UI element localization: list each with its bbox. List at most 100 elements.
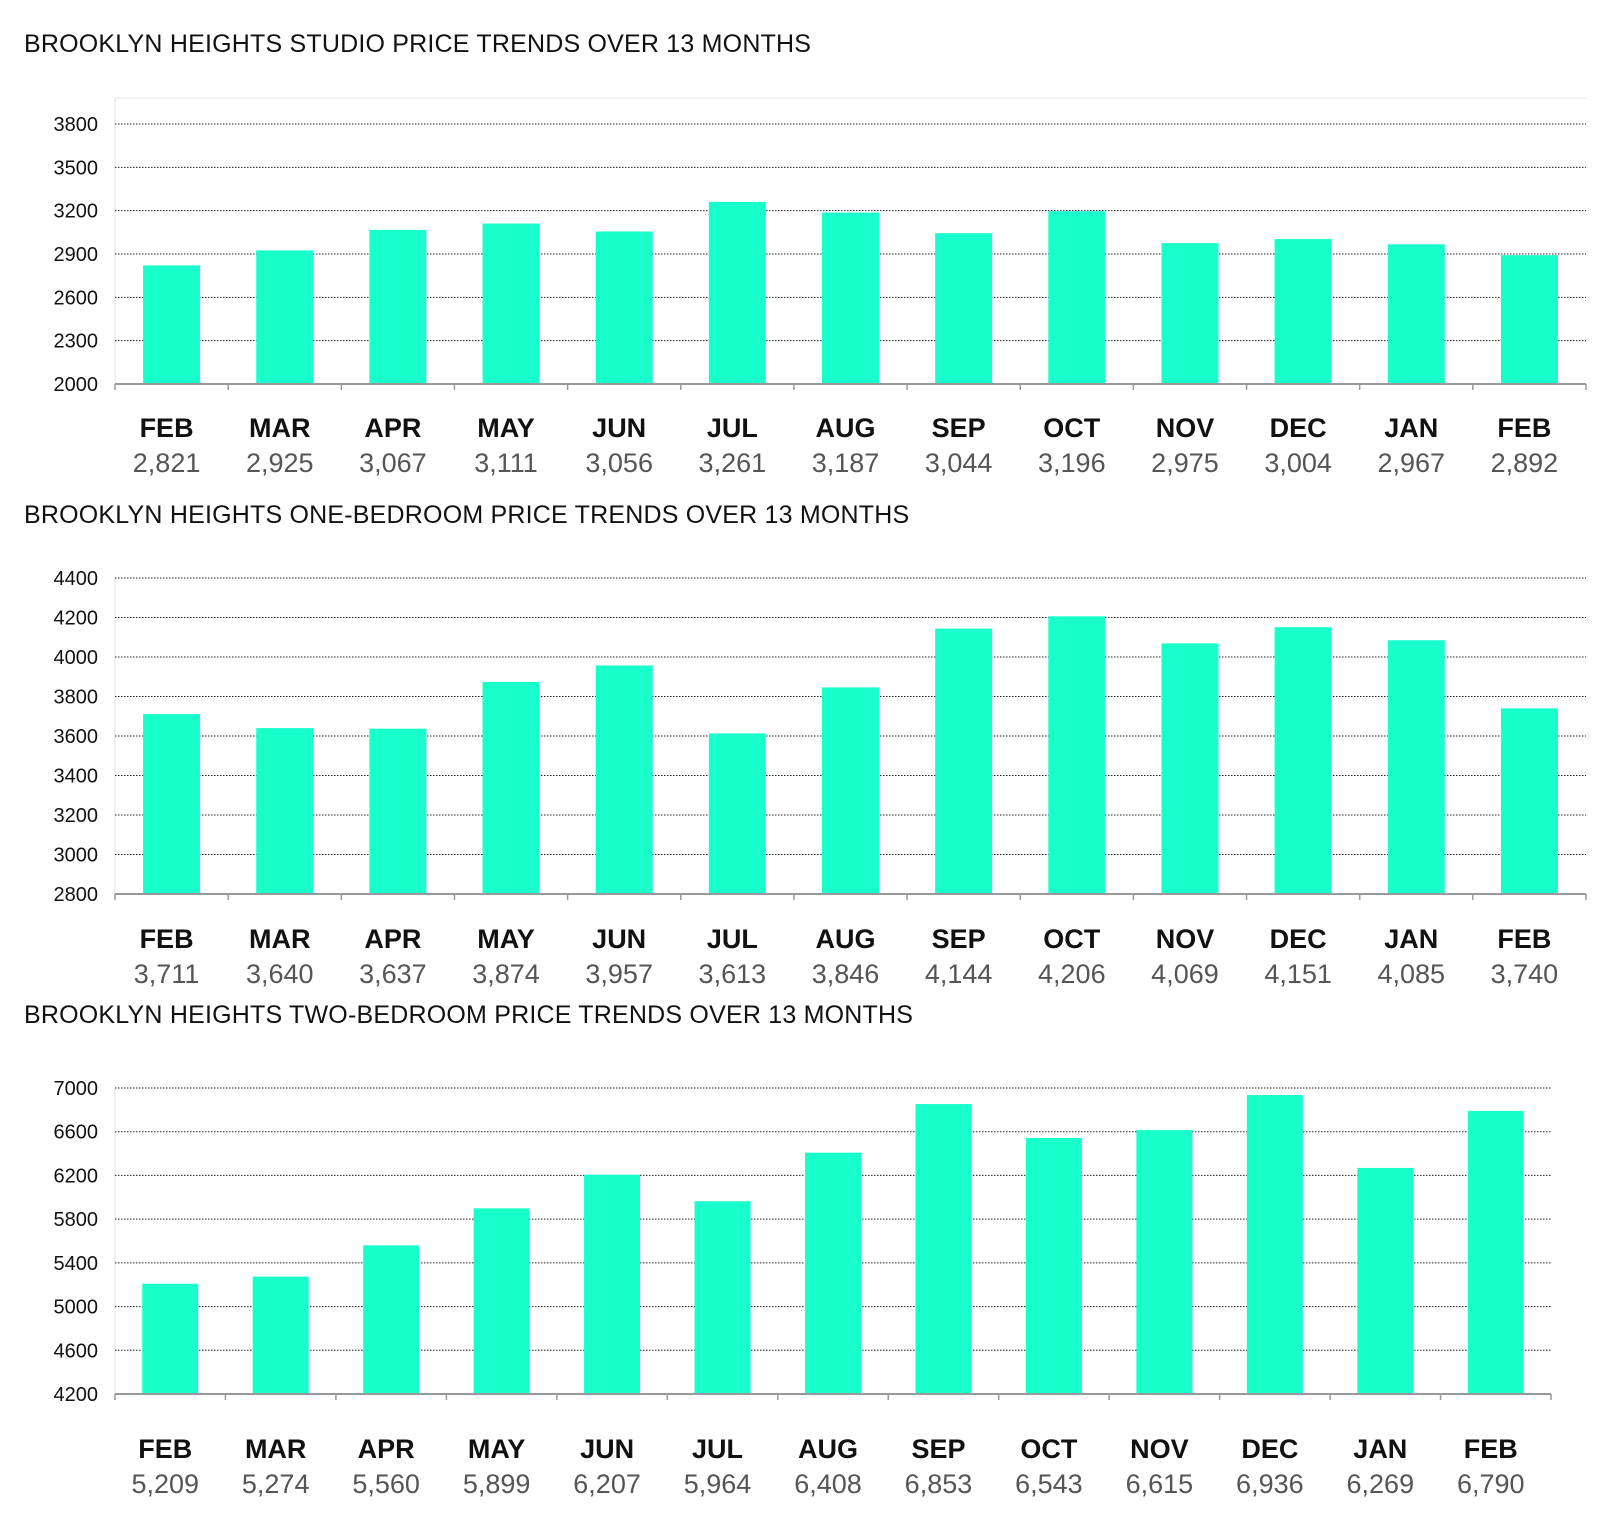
category-label: OCT (1043, 924, 1101, 954)
bar (143, 714, 201, 894)
category-label: FEB (1497, 924, 1551, 954)
y-tick-label: 3800 (54, 114, 99, 136)
y-tick-label: 5400 (54, 1253, 99, 1275)
category-label: MAY (477, 924, 535, 954)
category-label: FEB (140, 924, 194, 954)
value-label: 3,640 (246, 959, 314, 989)
one-bedroom-chart-plot: 2800 3000 3200 3400 3600 3800 4000 4200 4400 FEB 3… (54, 568, 1587, 989)
bar (935, 233, 993, 384)
y-tick-label: 4400 (54, 568, 99, 590)
y-tick-label: 5000 (54, 1297, 99, 1319)
category-label: APR (364, 924, 421, 954)
value-label: 3,196 (1038, 448, 1106, 478)
y-tick-label: 4200 (54, 1384, 99, 1406)
category-label: JUN (580, 1434, 634, 1464)
category-label: SEP (932, 413, 986, 443)
y-tick-label: 2000 (54, 374, 99, 396)
value-label: 6,936 (1236, 1469, 1304, 1499)
value-label: 3,111 (474, 448, 538, 478)
category-label: JAN (1384, 924, 1438, 954)
category-label: FEB (138, 1434, 192, 1464)
category-label: NOV (1156, 924, 1215, 954)
category-label: MAR (249, 924, 311, 954)
value-label: 3,044 (925, 448, 993, 478)
category-label: SEP (911, 1434, 965, 1464)
bar (1500, 708, 1558, 894)
value-label: 3,613 (699, 959, 767, 989)
bar (252, 1276, 309, 1394)
bar (1500, 255, 1558, 384)
value-label: 2,925 (246, 448, 314, 478)
bar (1161, 643, 1219, 894)
value-label: 5,964 (684, 1469, 752, 1499)
bar (694, 1201, 751, 1394)
category-label: FEB (1464, 1434, 1518, 1464)
category-label: JUN (592, 924, 646, 954)
bar (595, 665, 653, 894)
y-tick-label: 4600 (54, 1340, 99, 1362)
value-label: 6,207 (573, 1469, 641, 1499)
y-tick-label: 3800 (54, 687, 99, 709)
value-label: 2,975 (1151, 448, 1219, 478)
category-label: NOV (1156, 413, 1215, 443)
value-label: 3,957 (585, 959, 653, 989)
bar (1048, 616, 1106, 894)
bar (1025, 1137, 1082, 1394)
category-label: FEB (140, 413, 194, 443)
bar (822, 212, 879, 384)
value-label: 6,543 (1015, 1469, 1083, 1499)
y-tick-label: 3200 (54, 805, 99, 827)
category-label: JUN (592, 413, 646, 443)
value-label: 3,056 (585, 448, 653, 478)
bar (1467, 1110, 1524, 1394)
value-label: 3,187 (812, 448, 880, 478)
value-label: 4,144 (925, 959, 993, 989)
value-label: 3,004 (1264, 448, 1332, 478)
chart-title: BROOKLYN HEIGHTS STUDIO PRICE TRENDS OVE… (24, 30, 812, 58)
category-label: AUG (816, 413, 876, 443)
chart-title: BROOKLYN HEIGHTS TWO-BEDROOM PRICE TREND… (24, 1001, 914, 1029)
category-label: MAY (468, 1434, 526, 1464)
y-tick-label: 5800 (54, 1209, 99, 1231)
category-label: JAN (1384, 413, 1438, 443)
studio-chart-plot: 2000 2300 2600 2900 3200 3500 3800 FEB 2,821 MAR 2… (54, 97, 1587, 478)
bar (708, 733, 766, 894)
y-tick-label: 4000 (54, 647, 99, 669)
y-tick-label: 3000 (54, 845, 99, 867)
value-label: 3,067 (359, 448, 427, 478)
bar (935, 628, 993, 894)
category-label: FEB (1497, 413, 1551, 443)
category-label: JUL (707, 413, 758, 443)
y-tick-label: 2300 (54, 331, 99, 353)
value-label: 5,899 (463, 1469, 531, 1499)
category-label: DEC (1270, 924, 1327, 954)
value-label: 3,846 (812, 959, 880, 989)
bar (1136, 1130, 1193, 1394)
y-tick-label: 3600 (54, 726, 99, 748)
category-label: MAR (245, 1434, 307, 1464)
value-label: 4,085 (1377, 959, 1445, 989)
value-label: 4,151 (1264, 959, 1332, 989)
value-label: 6,615 (1126, 1469, 1194, 1499)
category-label: DEC (1241, 1434, 1298, 1464)
value-label: 5,274 (242, 1469, 310, 1499)
category-label: APR (364, 413, 421, 443)
bar (822, 687, 879, 894)
bar (256, 728, 314, 894)
value-label: 6,269 (1347, 1469, 1415, 1499)
value-label: 5,560 (352, 1469, 420, 1499)
bar (584, 1174, 641, 1394)
bar (143, 265, 201, 384)
y-tick-label: 2600 (54, 287, 99, 309)
bar (369, 728, 427, 894)
value-label: 2,892 (1491, 448, 1559, 478)
bar (915, 1104, 972, 1394)
chart-title: BROOKLYN HEIGHTS ONE-BEDROOM PRICE TREND… (24, 501, 910, 529)
value-label: 3,711 (134, 959, 200, 989)
bar (1387, 244, 1445, 384)
category-label: NOV (1130, 1434, 1189, 1464)
bar (1048, 211, 1106, 384)
bar (1161, 243, 1219, 384)
y-tick-label: 3400 (54, 766, 99, 788)
